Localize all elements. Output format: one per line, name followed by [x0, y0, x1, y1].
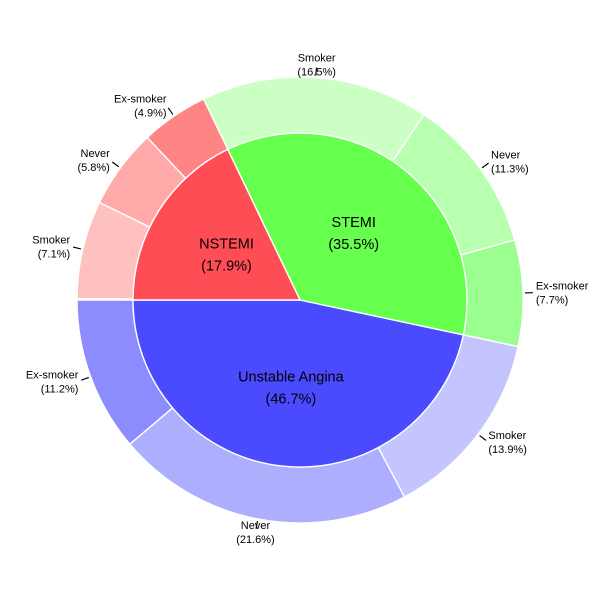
outer-label-unstable-angina-ex-smoker: Ex-smoker [26, 369, 79, 381]
label-leader-stemi-never [481, 162, 489, 169]
inner-percent-unstable-angina: (46.7%) [265, 391, 316, 407]
label-leader-nstemi-smoker [72, 246, 82, 250]
inner-percent-nstemi: (17.9%) [201, 259, 252, 275]
outer-percent-stemi-smoker: (16.5%) [297, 67, 336, 79]
outer-ring [76, 76, 524, 524]
outer-label-stemi-never: Never [491, 149, 521, 161]
outer-label-stemi-smoker: Smoker [298, 53, 336, 65]
outer-label-unstable-angina-smoker: Smoker [488, 430, 526, 442]
label-leader-unstable-angina-never [255, 520, 259, 529]
inner-label-nstemi: NSTEMI [199, 237, 254, 253]
outer-percent-unstable-angina-ex-smoker: (11.2%) [41, 383, 79, 395]
label-leader-unstable-angina-smoker [479, 435, 487, 441]
outer-label-nstemi-never: Never [81, 148, 111, 160]
inner-labels: Unstable Angina (46.7%) STEMI (35.5%) NSTEMI… [199, 215, 379, 408]
outer-label-stemi-ex-smoker: Ex-smoker [536, 281, 589, 293]
outer-percent-stemi-never: (11.3%) [491, 163, 529, 175]
outer-percent-nstemi-never: (5.8%) [77, 162, 109, 174]
outer-label-nstemi-ex-smoker: Ex-smoker [114, 93, 167, 105]
outer-percent-unstable-angina-smoker: (13.9%) [488, 444, 527, 456]
inner-ring [132, 132, 468, 468]
outer-slice-stemi-ex-smoker [459, 239, 524, 348]
outer-percent-nstemi-ex-smoker: (4.9%) [134, 107, 166, 119]
outer-label-unstable-angina-never: Never [241, 520, 271, 532]
inner-slice-nstemi [132, 148, 302, 301]
label-leader-stemi-smoker [315, 67, 318, 76]
outer-percent-nstemi-smoker: (7.1%) [38, 248, 70, 260]
label-leader-unstable-angina-ex-smoker [81, 376, 89, 381]
outer-percent-stemi-ex-smoker: (7.7%) [536, 295, 568, 307]
inner-percent-stemi: (35.5%) [328, 237, 379, 253]
label-leader-nstemi-ex-smoker [167, 107, 174, 115]
outer-labels: Ex-smoker (11.2%) Never (21.6%) Smoker (13.9%… [26, 53, 589, 546]
inner-label-stemi: STEMI [332, 215, 376, 231]
outer-percent-unstable-angina-never: (21.6%) [236, 534, 275, 546]
label-leader-nstemi-never [111, 161, 120, 168]
inner-slice-stemi [226, 132, 468, 336]
inner-label-unstable-angina: Unstable Angina [238, 369, 345, 385]
outer-label-nstemi-smoker: Smoker [32, 234, 70, 246]
inner-slice-unstable-angina [132, 299, 465, 468]
